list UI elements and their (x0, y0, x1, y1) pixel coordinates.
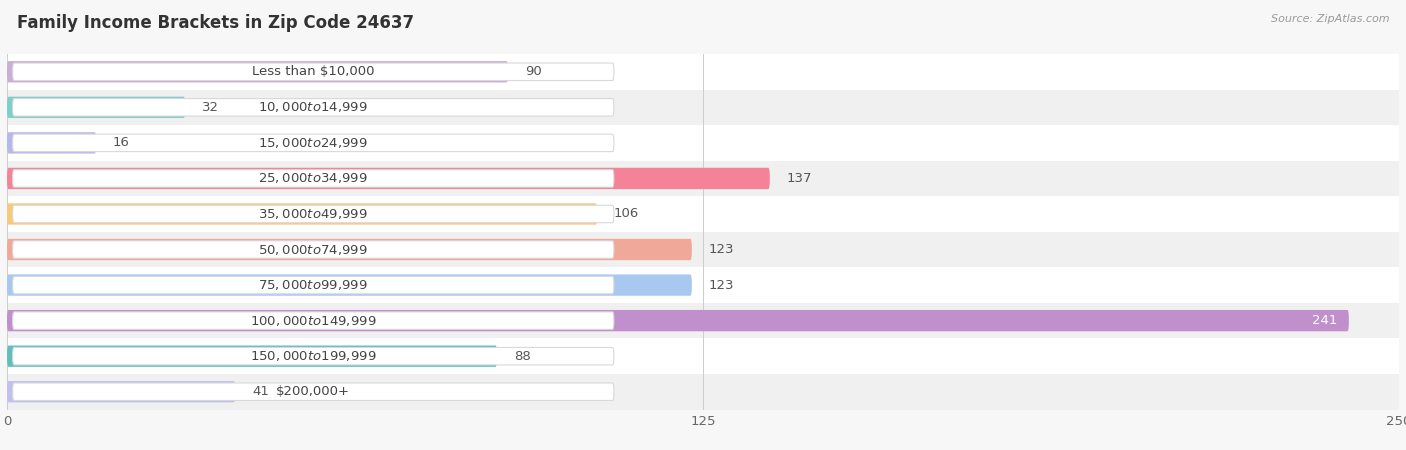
Text: 123: 123 (709, 279, 734, 292)
Text: $150,000 to $199,999: $150,000 to $199,999 (250, 349, 377, 363)
FancyBboxPatch shape (7, 310, 1348, 331)
FancyBboxPatch shape (7, 338, 1399, 374)
Text: 32: 32 (202, 101, 219, 114)
Text: $100,000 to $149,999: $100,000 to $149,999 (250, 314, 377, 328)
Text: $200,000+: $200,000+ (276, 385, 350, 398)
Text: 88: 88 (513, 350, 530, 363)
FancyBboxPatch shape (7, 203, 598, 225)
Text: $35,000 to $49,999: $35,000 to $49,999 (259, 207, 368, 221)
Text: 106: 106 (614, 207, 640, 220)
FancyBboxPatch shape (7, 239, 692, 260)
FancyBboxPatch shape (13, 63, 614, 81)
FancyBboxPatch shape (13, 205, 614, 223)
FancyBboxPatch shape (7, 97, 186, 118)
FancyBboxPatch shape (7, 232, 1399, 267)
Text: Less than $10,000: Less than $10,000 (252, 65, 374, 78)
Text: 41: 41 (252, 385, 269, 398)
FancyBboxPatch shape (13, 347, 614, 365)
Text: 16: 16 (112, 136, 129, 149)
FancyBboxPatch shape (13, 170, 614, 187)
Text: $10,000 to $14,999: $10,000 to $14,999 (259, 100, 368, 114)
Text: 137: 137 (786, 172, 813, 185)
FancyBboxPatch shape (7, 196, 1399, 232)
FancyBboxPatch shape (7, 267, 1399, 303)
FancyBboxPatch shape (7, 303, 1399, 338)
FancyBboxPatch shape (7, 274, 692, 296)
FancyBboxPatch shape (7, 125, 1399, 161)
Text: $50,000 to $74,999: $50,000 to $74,999 (259, 243, 368, 256)
Text: $25,000 to $34,999: $25,000 to $34,999 (259, 171, 368, 185)
Text: 123: 123 (709, 243, 734, 256)
FancyBboxPatch shape (13, 241, 614, 258)
FancyBboxPatch shape (13, 99, 614, 116)
FancyBboxPatch shape (7, 132, 96, 153)
FancyBboxPatch shape (7, 90, 1399, 125)
FancyBboxPatch shape (7, 161, 1399, 196)
FancyBboxPatch shape (7, 346, 496, 367)
Text: 90: 90 (524, 65, 541, 78)
FancyBboxPatch shape (7, 374, 1399, 410)
FancyBboxPatch shape (13, 134, 614, 152)
Text: 241: 241 (1312, 314, 1337, 327)
FancyBboxPatch shape (7, 61, 508, 82)
FancyBboxPatch shape (7, 54, 1399, 90)
Text: Family Income Brackets in Zip Code 24637: Family Income Brackets in Zip Code 24637 (17, 14, 413, 32)
Text: $75,000 to $99,999: $75,000 to $99,999 (259, 278, 368, 292)
FancyBboxPatch shape (13, 383, 614, 400)
FancyBboxPatch shape (13, 276, 614, 294)
FancyBboxPatch shape (7, 381, 235, 402)
Text: Source: ZipAtlas.com: Source: ZipAtlas.com (1271, 14, 1389, 23)
Text: $15,000 to $24,999: $15,000 to $24,999 (259, 136, 368, 150)
FancyBboxPatch shape (7, 168, 770, 189)
FancyBboxPatch shape (13, 312, 614, 329)
